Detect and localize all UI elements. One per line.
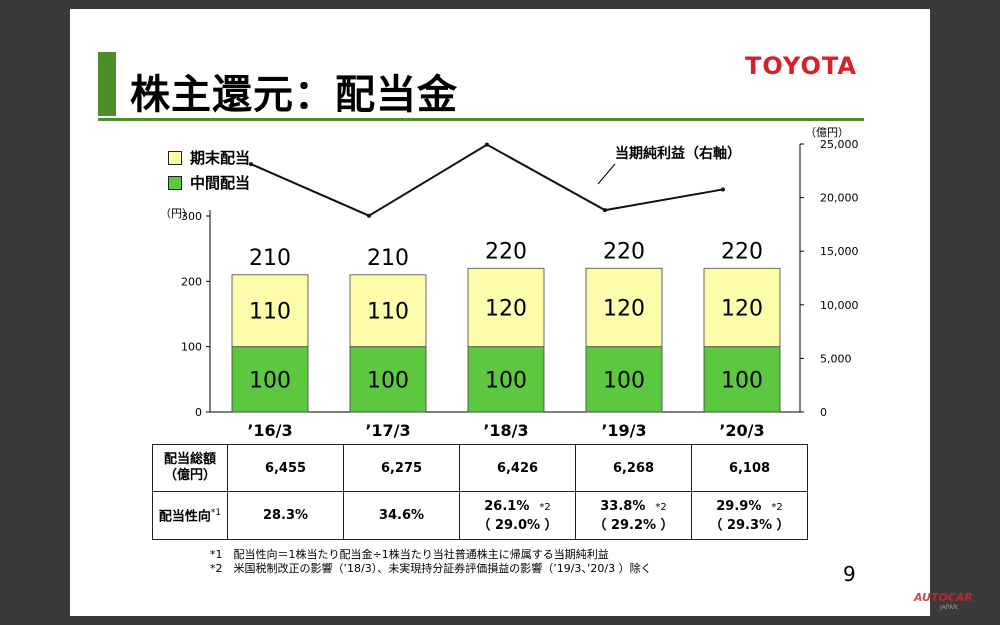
bar-segment-final: [585, 267, 663, 348]
row-header-payout-label: 配当性向: [158, 509, 211, 525]
right-axis-unit: （億円）: [805, 126, 849, 139]
title-divider: [98, 118, 864, 121]
table-cell: 26.1% *2 （ 29.0% ）: [459, 491, 576, 540]
bar-total-label: 210: [367, 246, 409, 271]
legend-interim: 中間配当: [168, 172, 250, 193]
footnote-2: *2 米国税制改正の影響（’18/3）、未実現持分証券評価損益の影響（’19/3…: [210, 562, 652, 575]
table-row-total: 配当総額 （億円） 6,455 6,275 6,426 6,268 6,108: [152, 444, 808, 492]
bar-value-final: 120: [603, 296, 645, 321]
bar-value-final: 110: [249, 300, 291, 325]
bar-total-label: 210: [249, 246, 291, 271]
bar-value-final: 120: [721, 296, 763, 321]
legend-final: 期末配当: [168, 147, 250, 168]
left-tick-label: 200: [181, 275, 202, 288]
right-tick-label: 15,000: [820, 245, 859, 258]
payout-value: 34.6%: [378, 508, 425, 523]
bar-total-label: 220: [721, 239, 763, 264]
bar-segment-final: [231, 274, 309, 348]
watermark-logo: AUTOCAR: [914, 591, 973, 604]
right-tick-label: 20,000: [820, 192, 859, 205]
net-income-point: [721, 187, 725, 192]
bar-segment-interim: [231, 346, 309, 413]
table-cell: 33.8% *2 （ 29.2% ）: [575, 491, 692, 540]
bar-segment-interim: [703, 346, 781, 413]
watermark-sub: JAPAN: [940, 604, 958, 611]
bar-value-interim: 100: [721, 368, 763, 393]
right-tick-label: 5,000: [820, 352, 852, 365]
payout-value: 26.1%: [484, 498, 530, 514]
right-tick-label: 10,000: [820, 299, 859, 312]
row-header-total-line2: （億円）: [163, 468, 216, 483]
x-tick-label: ’19/3: [601, 421, 646, 440]
right-tick-label: 0: [820, 406, 827, 419]
bar-value-interim: 100: [603, 368, 645, 393]
table-row-payout: 配当性向*1 28.3% 34.6% 26.1% *2 （ 29.0% ） 33.…: [152, 491, 808, 540]
x-tick-label: ’16/3: [247, 421, 292, 440]
bar-total-label: 220: [485, 239, 527, 264]
bar-segment-interim: [585, 346, 663, 413]
payout-note: *2: [771, 501, 783, 513]
table-cell: 6,108: [691, 444, 808, 492]
table-cell: 6,455: [227, 444, 344, 492]
footnotes: *1 配当性向＝1株当たり配当金÷1株当たり当社普通株主に帰属する当期純利益 *…: [210, 548, 652, 576]
table-cell: 29.9% *2 （ 29.3% ）: [691, 491, 808, 540]
row-header-total: 配当総額 （億円）: [152, 444, 228, 492]
bar-segment-final: [703, 267, 781, 348]
toyota-logo: TOYOTA: [745, 52, 857, 80]
bar-value-interim: 100: [485, 368, 527, 393]
left-axis-unit: （円）: [160, 207, 193, 220]
row-header-total-line1: 配当総額: [163, 452, 216, 467]
payout-value: 33.8%: [600, 498, 646, 514]
bar-value-final: 110: [367, 300, 409, 325]
line-label-leader: [597, 163, 616, 185]
table-cell: 34.6%: [343, 491, 460, 540]
table-cell: 28.3%: [227, 491, 344, 540]
title-accent-bar: [98, 52, 116, 116]
payout-adjusted: （ 29.0% ）: [477, 517, 558, 533]
bar-segment-interim: [467, 346, 545, 413]
table-cell: 6,275: [343, 444, 460, 492]
bar-segment-interim: [349, 346, 427, 413]
left-tick-label: 300: [181, 210, 202, 223]
row-header-payout-note: *1: [210, 508, 222, 519]
net-income-point: [603, 208, 607, 213]
table-cell: 6,268: [575, 444, 692, 492]
payout-note: *2: [655, 501, 667, 513]
legend-final-swatch: [168, 150, 182, 165]
left-tick-label: 0: [195, 406, 202, 419]
right-tick-label: 25,000: [820, 138, 859, 151]
net-income-point: [249, 162, 253, 167]
payout-adjusted: （ 29.2% ）: [593, 517, 674, 533]
bar-segment-final: [467, 267, 545, 348]
bar-total-label: 220: [603, 239, 645, 264]
payout-note: *2: [539, 501, 551, 513]
bar-value-interim: 100: [367, 368, 409, 393]
page-title: 株主還元：配当金: [130, 72, 458, 118]
line-series-label: 当期純利益（右軸）: [615, 145, 741, 162]
legend-interim-swatch: [168, 175, 182, 190]
x-tick-label: ’17/3: [365, 421, 410, 440]
footnote-1: *1 配当性向＝1株当たり配当金÷1株当たり当社普通株主に帰属する当期純利益: [210, 548, 609, 561]
payout-value: 29.9%: [716, 498, 762, 514]
page-number: 9: [843, 562, 856, 586]
bar-value-final: 120: [485, 296, 527, 321]
row-header-payout: 配当性向*1: [152, 491, 228, 540]
bar-segment-final: [349, 274, 427, 348]
payout-adjusted: （ 29.3% ）: [709, 517, 790, 533]
x-tick-label: ’20/3: [719, 421, 764, 440]
net-income-point: [485, 142, 489, 147]
legend-final-label: 期末配当: [190, 149, 251, 167]
table-cell: 6,426: [459, 444, 576, 492]
net-income-point: [367, 213, 371, 218]
bar-value-interim: 100: [249, 368, 291, 393]
left-tick-label: 100: [181, 341, 202, 354]
dividend-table: 配当総額 （億円） 6,455 6,275 6,426 6,268 6,108 …: [152, 444, 808, 540]
payout-value: 28.3%: [262, 508, 309, 523]
x-tick-label: ’18/3: [483, 421, 528, 440]
legend-interim-label: 中間配当: [190, 174, 251, 192]
